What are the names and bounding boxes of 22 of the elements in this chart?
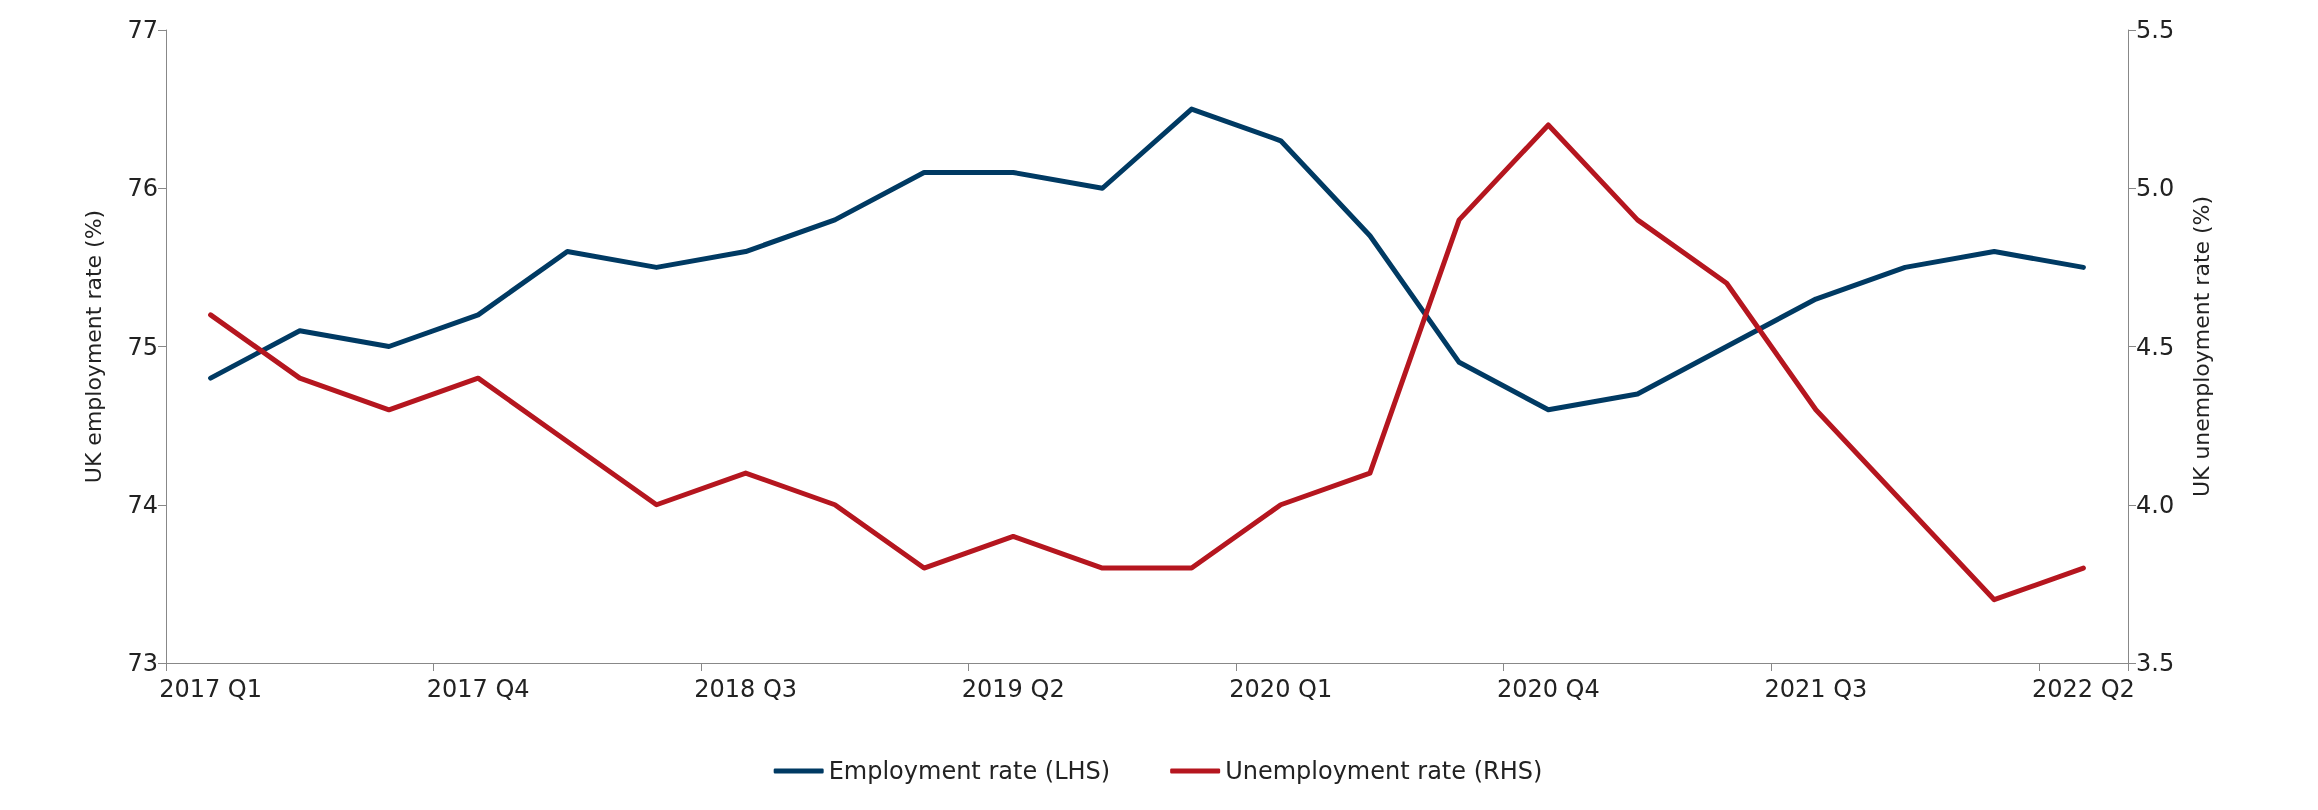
legend-label: Unemployment rate (RHS) (1225, 757, 1543, 785)
y-tick-label: 74 (127, 490, 158, 519)
legend-label: Employment rate (LHS) (828, 757, 1111, 785)
x-tick-label: 2018 Q3 (694, 675, 798, 703)
y2-tick-label: 3.5 (2136, 649, 2175, 677)
x-tick-label: 2020 Q4 (1496, 675, 1600, 703)
y-tick-label: 75 (127, 332, 158, 361)
y-tick-label: 77 (127, 16, 158, 44)
y2-tick-label: 4.0 (2136, 490, 2175, 519)
y2-tick-label: 5.5 (2136, 16, 2175, 44)
y2-tick-label: 4.5 (2136, 332, 2175, 361)
x-tick-label: 2017 Q4 (426, 675, 530, 703)
x-tick-label: 2017 Q1 (159, 675, 263, 703)
y-tick-label: 73 (127, 649, 158, 677)
y2-tick-label: 5.0 (2136, 174, 2175, 203)
y-tick-label: 76 (127, 174, 158, 203)
y2-axis-title: UK unemployment rate (%) (2188, 195, 2214, 498)
x-tick-label: 2021 Q3 (1764, 675, 1868, 703)
y-axis-title: UK employment rate (%) (80, 209, 106, 484)
x-tick-label: 2019 Q2 (961, 675, 1065, 703)
x-tick-label: 2022 Q2 (2031, 675, 2135, 703)
x-tick-label: 2020 Q1 (1229, 675, 1333, 703)
